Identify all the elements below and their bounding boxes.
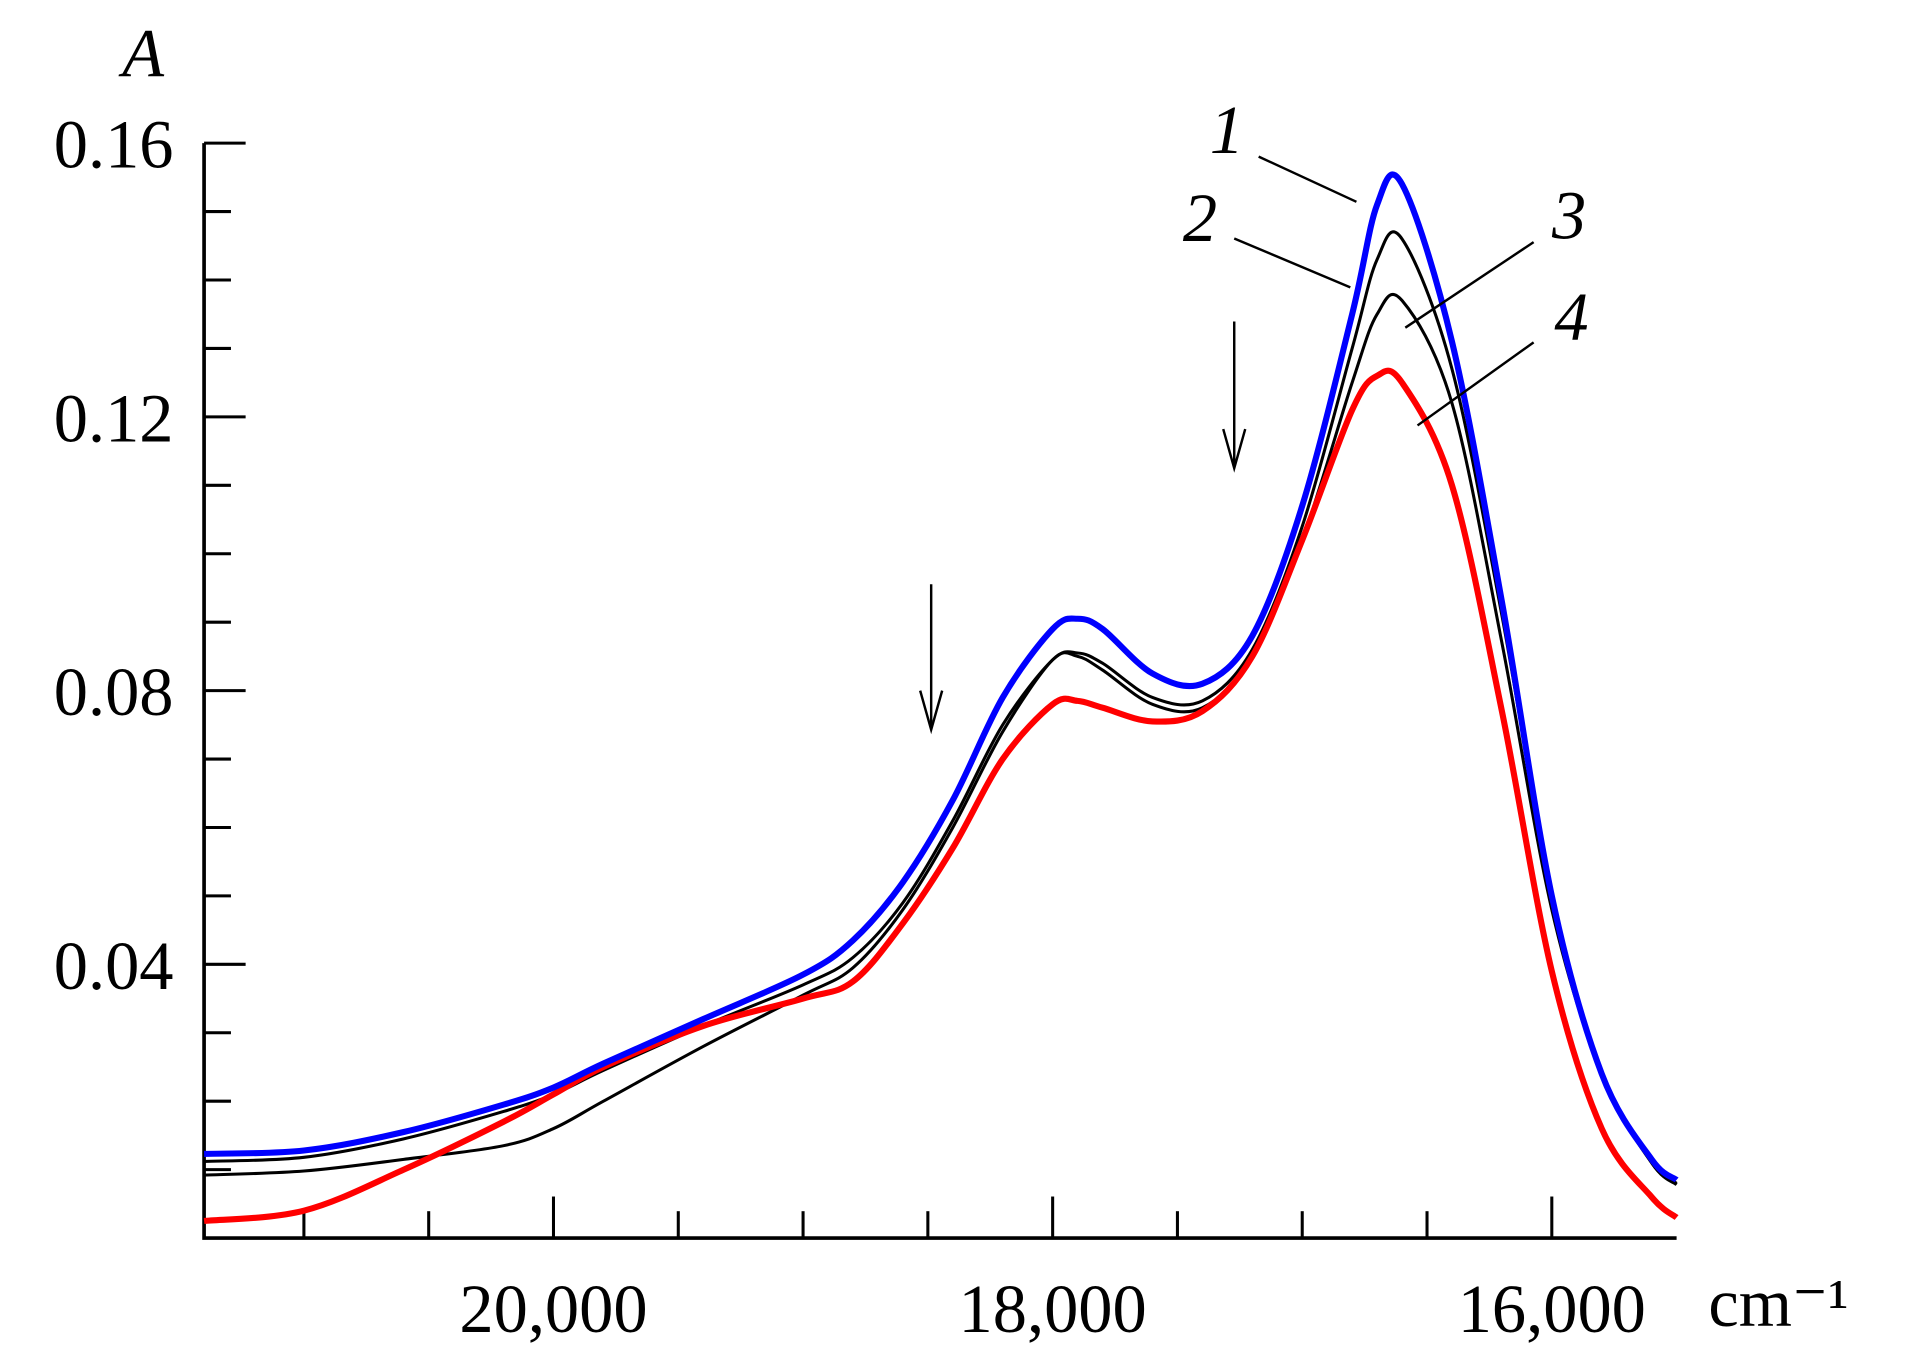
x-tick-label: 18,000 (959, 1271, 1147, 1347)
x-tick-label: 20,000 (459, 1271, 647, 1347)
y-tick-label: 0.04 (54, 928, 174, 1004)
line-series (203, 171, 1679, 1183)
y-tick-label: 0.08 (54, 654, 174, 730)
legend-label: 1 (1210, 92, 1244, 168)
y-tick-label: 0.16 (54, 107, 174, 183)
leader-line (1404, 241, 1535, 329)
line-series (203, 367, 1679, 1225)
arrow (918, 584, 944, 735)
y-tick-label: 0.12 (54, 380, 174, 456)
legend-label: 3 (1551, 177, 1586, 253)
arrow (1222, 321, 1247, 473)
line-series (204, 292, 1678, 1186)
line-series (204, 230, 1678, 1185)
x-axis-label: cm⁻¹ (1708, 1265, 1848, 1341)
x-tick-label: 16,000 (1458, 1271, 1646, 1347)
y-axis-label: A (118, 15, 165, 91)
axis-frame (202, 143, 1677, 1240)
legend-label: 4 (1554, 279, 1588, 355)
leader-line (1233, 237, 1351, 289)
leader-line (1258, 155, 1357, 203)
leader-line (1416, 341, 1535, 427)
legend-label: 2 (1183, 180, 1217, 256)
